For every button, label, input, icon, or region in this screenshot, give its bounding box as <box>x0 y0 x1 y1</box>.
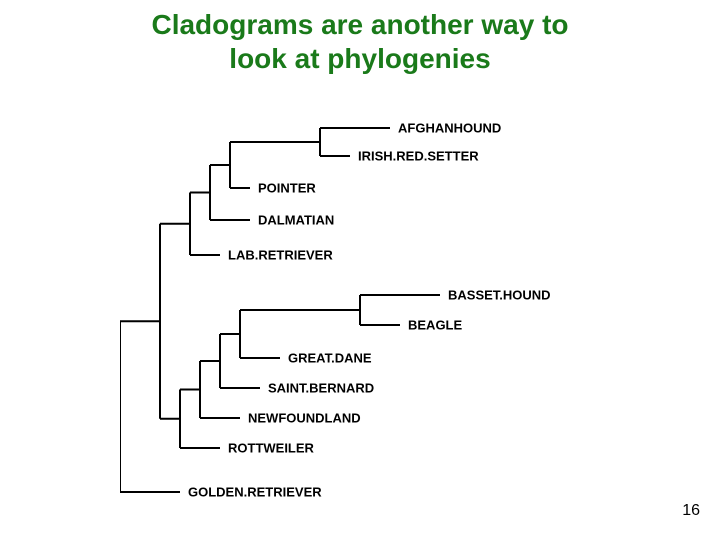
taxon-basset: BASSET.HOUND <box>448 288 551 303</box>
taxon-stbernard: SAINT.BERNARD <box>268 381 374 396</box>
taxon-newf: NEWFOUNDLAND <box>248 411 361 426</box>
taxon-dalmatian: DALMATIAN <box>258 213 334 228</box>
title-line-1: Cladograms are another way to <box>151 9 568 40</box>
cladogram-svg <box>120 110 640 510</box>
taxon-greatdane: GREAT.DANE <box>288 351 372 366</box>
page-number: 16 <box>682 502 700 520</box>
taxon-rott: ROTTWEILER <box>228 441 314 456</box>
taxon-afghan: AFGHANHOUND <box>398 121 501 136</box>
taxon-golden: GOLDEN.RETRIEVER <box>188 485 322 500</box>
taxon-beagle: BEAGLE <box>408 318 462 333</box>
title-line-2: look at phylogenies <box>229 43 490 74</box>
taxon-irish: IRISH.RED.SETTER <box>358 149 479 164</box>
taxon-pointer: POINTER <box>258 181 316 196</box>
taxon-lab: LAB.RETRIEVER <box>228 248 333 263</box>
cladogram-diagram: AFGHANHOUND IRISH.RED.SETTER POINTER DALMAT… <box>120 110 640 510</box>
page-title: Cladograms are another way to look at ph… <box>0 0 720 75</box>
